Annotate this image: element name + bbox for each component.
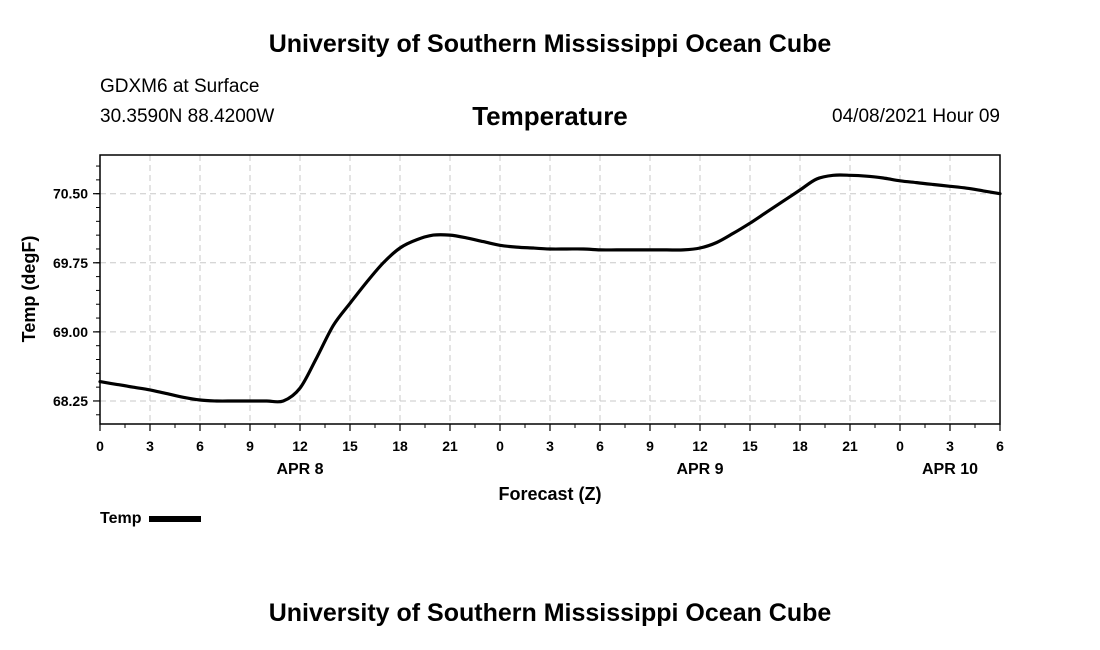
x-tick-label: 15 <box>342 438 358 454</box>
station-coordinates: 30.3590N 88.4200W <box>100 106 275 127</box>
x-tick-label: 21 <box>842 438 858 454</box>
grid-layer <box>100 155 1000 424</box>
series-layer <box>98 173 1002 404</box>
plot-title: Temperature <box>472 101 628 131</box>
y-tick-label: 70.50 <box>53 186 88 202</box>
x-tick-label: 12 <box>292 438 308 454</box>
x-tick-label: 0 <box>896 438 904 454</box>
x-tick-label: 9 <box>246 438 254 454</box>
x-tick-label: 0 <box>496 438 504 454</box>
tick-layer <box>93 165 1001 431</box>
x-tick-label: 6 <box>996 438 1004 454</box>
legend: Temp <box>100 510 202 528</box>
x-tick-label: 21 <box>442 438 458 454</box>
temp-series-line <box>98 173 1002 404</box>
x-tick-label: 3 <box>146 438 154 454</box>
x-day-label: APR 8 <box>276 461 323 478</box>
x-tick-label: 9 <box>646 438 654 454</box>
plot-frame <box>99 154 1001 425</box>
x-day-label: APR 10 <box>922 461 978 478</box>
legend-swatch <box>149 515 202 522</box>
legend-label: Temp <box>100 510 142 527</box>
x-tick-label: 18 <box>392 438 408 454</box>
x-tick-label: 18 <box>792 438 808 454</box>
y-tick-label: 69.75 <box>53 255 88 271</box>
x-tick-label: 3 <box>546 438 554 454</box>
banner-bottom: University of Southern Mississippi Ocean… <box>268 599 832 627</box>
x-day-label: APR 9 <box>676 461 723 478</box>
x-tick-label: 12 <box>692 438 708 454</box>
x-tick-label: 6 <box>596 438 604 454</box>
station-name: GDXM6 at Surface <box>100 76 260 97</box>
x-tick-label: 15 <box>742 438 758 454</box>
x-tick-label: 6 <box>196 438 204 454</box>
banner-top: University of Southern Mississippi Ocean… <box>268 30 832 58</box>
x-axis-title: Forecast (Z) <box>498 484 601 504</box>
y-tick-label: 69.00 <box>53 324 88 340</box>
x-tick-label: 0 <box>96 438 104 454</box>
y-tick-label: 68.25 <box>53 393 88 409</box>
label-layer: 0 3 6 9 12 15 18 21 0 3 6 9 12 15 18 21 0 3 6 APR 8 APR 9 APR… <box>53 186 1004 478</box>
valid-time: 04/08/2021 Hour 09 <box>832 106 1000 127</box>
y-axis-title: Temp (degF) <box>19 236 39 343</box>
x-tick-label: 3 <box>946 438 954 454</box>
